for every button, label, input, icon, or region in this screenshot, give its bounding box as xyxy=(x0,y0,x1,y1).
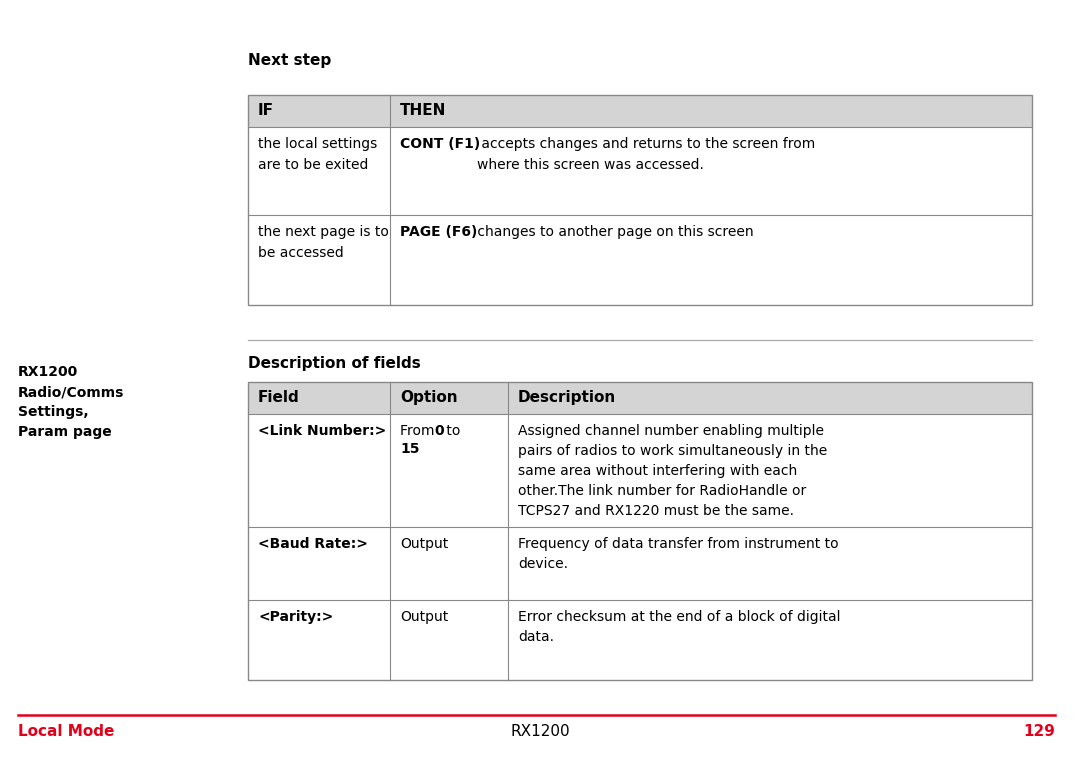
Text: Radio/Comms: Radio/Comms xyxy=(18,385,124,399)
Bar xyxy=(248,95,1032,127)
Text: <Parity:>: <Parity:> xyxy=(258,610,334,624)
Bar xyxy=(248,600,1032,680)
Text: Param page: Param page xyxy=(18,425,111,439)
Text: RX1200: RX1200 xyxy=(510,724,570,739)
Bar xyxy=(248,414,1032,527)
Text: changes to another page on this screen: changes to another page on this screen xyxy=(473,225,754,239)
Bar xyxy=(248,127,1032,215)
Text: THEN: THEN xyxy=(400,103,446,118)
Text: to: to xyxy=(442,424,460,438)
Bar xyxy=(248,95,1032,305)
Text: IF: IF xyxy=(258,103,274,118)
Bar xyxy=(248,382,1032,414)
Bar xyxy=(248,382,1032,680)
Bar xyxy=(248,215,1032,305)
Text: Assigned channel number enabling multiple
pairs of radios to work simultaneously: Assigned channel number enabling multipl… xyxy=(518,424,827,519)
Text: PAGE (F6): PAGE (F6) xyxy=(400,225,477,239)
Text: Error checksum at the end of a block of digital
data.: Error checksum at the end of a block of … xyxy=(518,610,840,644)
Text: Field: Field xyxy=(258,390,300,405)
Text: CONT (F1): CONT (F1) xyxy=(400,137,481,151)
Text: <Baud Rate:>: <Baud Rate:> xyxy=(258,537,368,551)
Text: the local settings
are to be exited: the local settings are to be exited xyxy=(258,137,377,172)
Text: RX1200: RX1200 xyxy=(18,365,78,379)
Text: Settings,: Settings, xyxy=(18,405,89,419)
Text: 129: 129 xyxy=(1023,724,1055,739)
Bar xyxy=(248,527,1032,600)
Text: Next step: Next step xyxy=(248,53,332,68)
Text: accepts changes and returns to the screen from
where this screen was accessed.: accepts changes and returns to the scree… xyxy=(477,137,815,172)
Text: Option: Option xyxy=(400,390,458,405)
Text: Output: Output xyxy=(400,610,448,624)
Text: Frequency of data transfer from instrument to
device.: Frequency of data transfer from instrume… xyxy=(518,537,839,571)
Text: Description: Description xyxy=(518,390,617,405)
Text: Description of fields: Description of fields xyxy=(248,356,421,371)
Text: 15: 15 xyxy=(400,442,419,456)
Text: 0: 0 xyxy=(434,424,444,438)
Text: Local Mode: Local Mode xyxy=(18,724,114,739)
Text: <Link Number:>: <Link Number:> xyxy=(258,424,387,438)
Text: Output: Output xyxy=(400,537,448,551)
Text: the next page is to
be accessed: the next page is to be accessed xyxy=(258,225,389,260)
Text: From: From xyxy=(400,424,438,438)
